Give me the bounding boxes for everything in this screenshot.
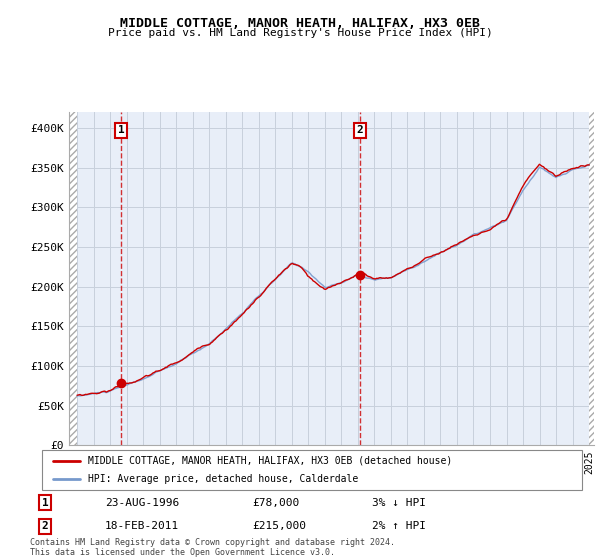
Text: Price paid vs. HM Land Registry's House Price Index (HPI): Price paid vs. HM Land Registry's House … [107,28,493,38]
Text: MIDDLE COTTAGE, MANOR HEATH, HALIFAX, HX3 0EB (detached house): MIDDLE COTTAGE, MANOR HEATH, HALIFAX, HX… [88,456,452,465]
Text: 23-AUG-1996: 23-AUG-1996 [105,498,179,508]
Text: 2% ↑ HPI: 2% ↑ HPI [372,521,426,531]
Text: 2: 2 [356,125,363,136]
Text: 3% ↓ HPI: 3% ↓ HPI [372,498,426,508]
Text: MIDDLE COTTAGE, MANOR HEATH, HALIFAX, HX3 0EB: MIDDLE COTTAGE, MANOR HEATH, HALIFAX, HX… [120,17,480,30]
Text: 1: 1 [41,498,49,508]
Text: 18-FEB-2011: 18-FEB-2011 [105,521,179,531]
FancyBboxPatch shape [42,450,582,490]
Text: HPI: Average price, detached house, Calderdale: HPI: Average price, detached house, Cald… [88,474,358,484]
Text: 1: 1 [118,125,124,136]
Text: £215,000: £215,000 [252,521,306,531]
Text: £78,000: £78,000 [252,498,299,508]
Text: 2: 2 [41,521,49,531]
Text: Contains HM Land Registry data © Crown copyright and database right 2024.
This d: Contains HM Land Registry data © Crown c… [30,538,395,557]
